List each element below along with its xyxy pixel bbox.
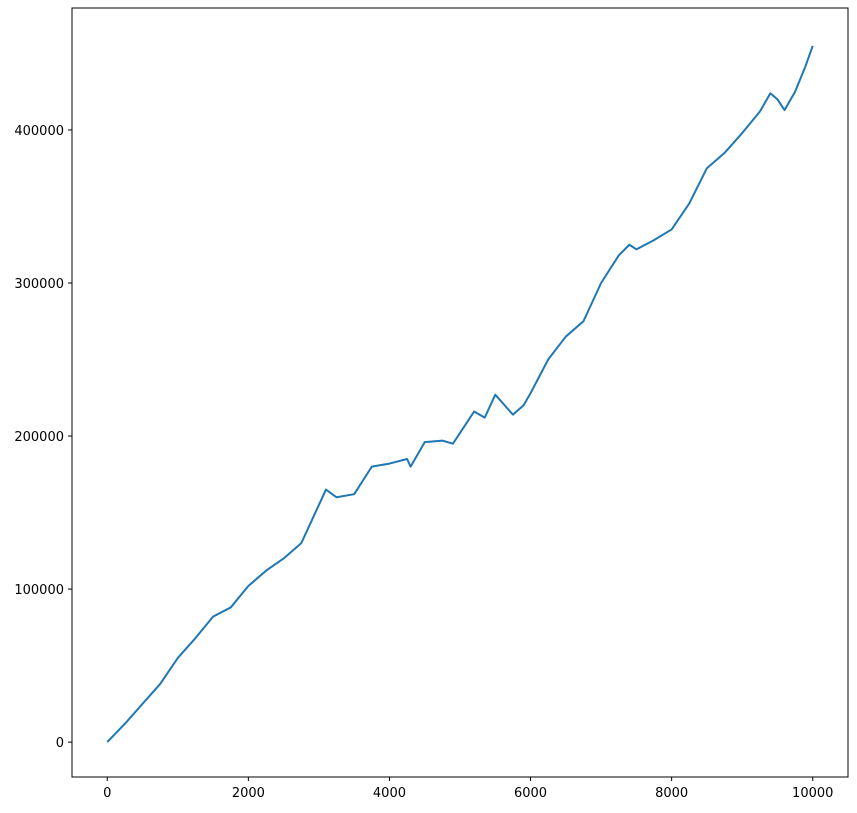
y-tick-label: 200000: [14, 430, 64, 445]
x-tick-label: 8000: [655, 786, 688, 801]
x-tick-label: 10000: [792, 786, 833, 801]
data-line: [106, 45, 814, 743]
y-tick-label: 100000: [14, 583, 64, 598]
x-tick-label: 2000: [232, 786, 265, 801]
x-tick-label: 0: [103, 786, 111, 801]
x-tick-label: 6000: [514, 786, 547, 801]
y-tick-label: 300000: [14, 277, 64, 292]
plot-frame: [71, 7, 849, 778]
y-tick-label: 0: [56, 736, 64, 751]
x-tick-label: 4000: [373, 786, 406, 801]
y-tick-label: 400000: [14, 124, 64, 139]
